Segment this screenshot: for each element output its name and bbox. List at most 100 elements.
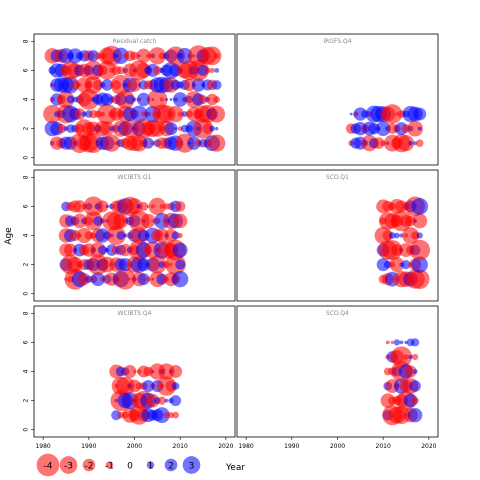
residual-bubble: [388, 232, 396, 239]
residual-bubble: [416, 232, 423, 239]
y-tick-label: 6: [23, 68, 30, 72]
residual-bubble: [409, 269, 430, 290]
residual-bubble: [177, 232, 183, 239]
residual-bubble: [215, 126, 219, 131]
residual-bubble: [112, 47, 129, 64]
residual-bubble: [349, 112, 353, 116]
residual-bubble: [404, 365, 417, 378]
residual-bubble: [130, 134, 148, 152]
residual-bubble: [83, 196, 104, 217]
residual-bubble: [213, 52, 220, 59]
legend-item: 2: [164, 458, 178, 472]
residual-bubble: [393, 339, 401, 346]
residual-bubble: [403, 354, 409, 360]
bubble-layer: [345, 104, 427, 153]
residual-bubble: [72, 213, 87, 229]
residual-bubble: [209, 125, 216, 132]
residual-bubble: [105, 204, 109, 209]
legend-label: -1: [105, 462, 114, 472]
residual-bubble: [148, 255, 167, 274]
residual-bubble: [103, 134, 121, 152]
residual-bubble: [159, 97, 165, 102]
residual-bubble: [385, 340, 390, 345]
residual-bubble: [159, 203, 165, 209]
x-tick-label: 2020: [218, 443, 233, 450]
legend-label: -2: [85, 462, 94, 472]
residual-bubble: [171, 382, 180, 390]
residual-bubble: [167, 412, 175, 419]
residual-bubble: [409, 380, 421, 392]
residual-bubble: [411, 197, 429, 215]
residual-bubble: [139, 201, 149, 211]
residual-bubble: [169, 365, 183, 378]
residual-bubble: [172, 271, 189, 288]
y-tick-label: 8: [23, 39, 30, 43]
residual-bubble: [164, 122, 178, 136]
residual-bubble: [66, 95, 75, 104]
residual-bubble: [151, 219, 155, 223]
residual-bubble: [417, 126, 422, 131]
panel-title: SCO.Q4: [326, 310, 349, 317]
residual-bubble: [415, 139, 424, 148]
residual-bubble: [172, 92, 188, 107]
residual-bubble: [408, 141, 413, 146]
residual-bubble: [372, 137, 385, 149]
residual-bubble: [106, 225, 126, 246]
residual-bubble: [119, 243, 132, 257]
residual-bubble: [64, 243, 78, 257]
residual-bubble: [158, 363, 175, 380]
legend-bubble: [146, 461, 155, 469]
y-tick-label: 4: [23, 369, 30, 373]
residual-bubble: [169, 98, 173, 101]
residual-bubble: [57, 91, 75, 108]
bubble-layer: [374, 196, 431, 290]
y-tick-label: 2: [23, 127, 30, 131]
y-tick-label: 0: [23, 428, 30, 432]
residual-bubble: [412, 353, 419, 361]
residual-bubble: [390, 340, 394, 345]
residual-bubble: [148, 47, 166, 65]
residual-bubble: [197, 64, 209, 76]
panel-wcibts-q4: WCIBTS.Q4 0 2 4 6 8 1980 1990 2000 2010 2020: [23, 305, 236, 450]
residual-bubble: [411, 231, 420, 240]
y-tick-label: 0: [23, 292, 30, 296]
residual-bubble: [170, 395, 182, 407]
y-tick-label: 8: [23, 311, 30, 315]
legend-bubble: [164, 458, 178, 472]
residual-bubble: [116, 66, 125, 75]
residual-bubble: [153, 407, 170, 424]
y-tick-label: 6: [23, 204, 30, 208]
residual-bubble: [407, 120, 424, 137]
legend-bubble: [59, 456, 78, 474]
residual-bubble: [163, 412, 170, 419]
x-tick-label: 1980: [35, 443, 50, 450]
residual-bubble: [137, 273, 150, 286]
y-tick-label: 2: [23, 263, 30, 267]
residual-bubble: [141, 213, 156, 229]
panel-wcibts-q1: WCIBTS.Q1 0 2 4 6 8: [23, 169, 236, 302]
residual-bubble: [100, 93, 114, 106]
residual-bubble: [167, 105, 184, 123]
residual-bubble: [154, 228, 169, 243]
legend-bubble: [105, 461, 114, 469]
x-tick-label: 2010: [173, 443, 188, 450]
x-axis-label: Year: [225, 463, 245, 473]
bubble-layer: [43, 45, 226, 154]
residual-bubble: [96, 200, 109, 213]
residual-bubble: [394, 232, 400, 239]
bubble-layer: [380, 338, 423, 426]
residual-bubble: [202, 46, 222, 66]
legend-label: 0: [127, 462, 133, 472]
panel-title: WCIBTS.Q4: [118, 310, 152, 317]
legend-label: 2: [168, 462, 174, 472]
residual-bubble: [411, 338, 420, 347]
x-tick-label: 1990: [284, 443, 299, 450]
legend-item: 1: [146, 461, 155, 472]
residual-bubble: [171, 231, 180, 240]
panel-sco-q4: SCO.Q4 1980 1990 2000 2010 2020: [236, 305, 439, 450]
residual-bubble: [130, 105, 148, 123]
residual-bubble: [157, 396, 166, 405]
y-tick-label: 2: [23, 399, 30, 403]
bubble-layer: [109, 363, 183, 425]
x-tick-label: 1980: [238, 443, 253, 450]
